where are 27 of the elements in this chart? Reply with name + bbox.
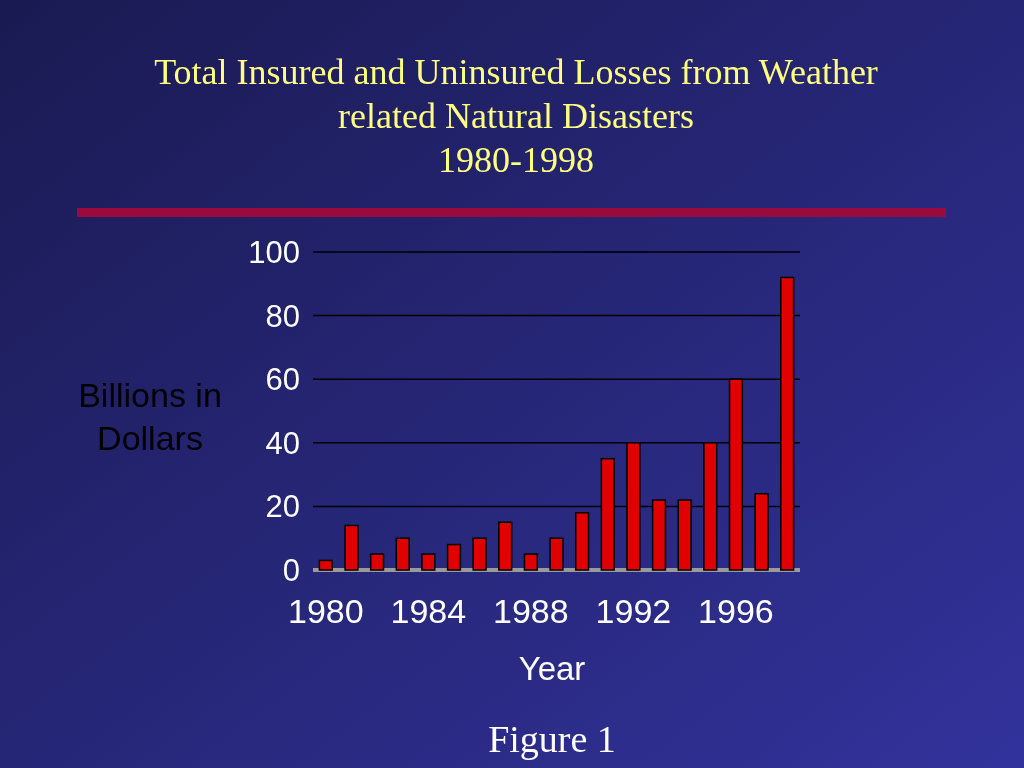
y-tick-label: 40 <box>265 425 300 461</box>
bar <box>421 553 436 571</box>
x-tick-label: 1984 <box>390 592 467 630</box>
y-axis-title: Billions in Dollars <box>78 376 222 457</box>
bar <box>446 543 462 571</box>
y-tick-label: 0 <box>282 553 300 588</box>
bar <box>344 524 359 571</box>
x-tick-label: 1996 <box>698 592 774 630</box>
chart-title: Total Insured and Uninsured Losses from Weather related Natural Disasters <box>154 52 878 136</box>
chart-subtitle: 1980-1998 <box>438 140 594 180</box>
bar <box>574 512 590 571</box>
bar <box>318 559 333 571</box>
x-tick-label: 1992 <box>595 592 672 630</box>
bar <box>395 537 410 571</box>
bar <box>523 553 539 571</box>
x-tick-label: 1988 <box>493 592 569 630</box>
x-tick-label: 1980 <box>288 592 364 630</box>
x-axis-title: Year <box>518 650 586 687</box>
bar <box>549 537 564 571</box>
y-tick-label: 80 <box>265 298 300 334</box>
y-tick-label: 60 <box>265 362 300 398</box>
bar <box>472 537 487 571</box>
y-tick-label: 20 <box>265 489 300 525</box>
bar <box>369 553 385 571</box>
bar <box>498 521 513 571</box>
caption: Figure 1 <box>488 718 616 760</box>
y-tick-label: 100 <box>248 235 300 270</box>
